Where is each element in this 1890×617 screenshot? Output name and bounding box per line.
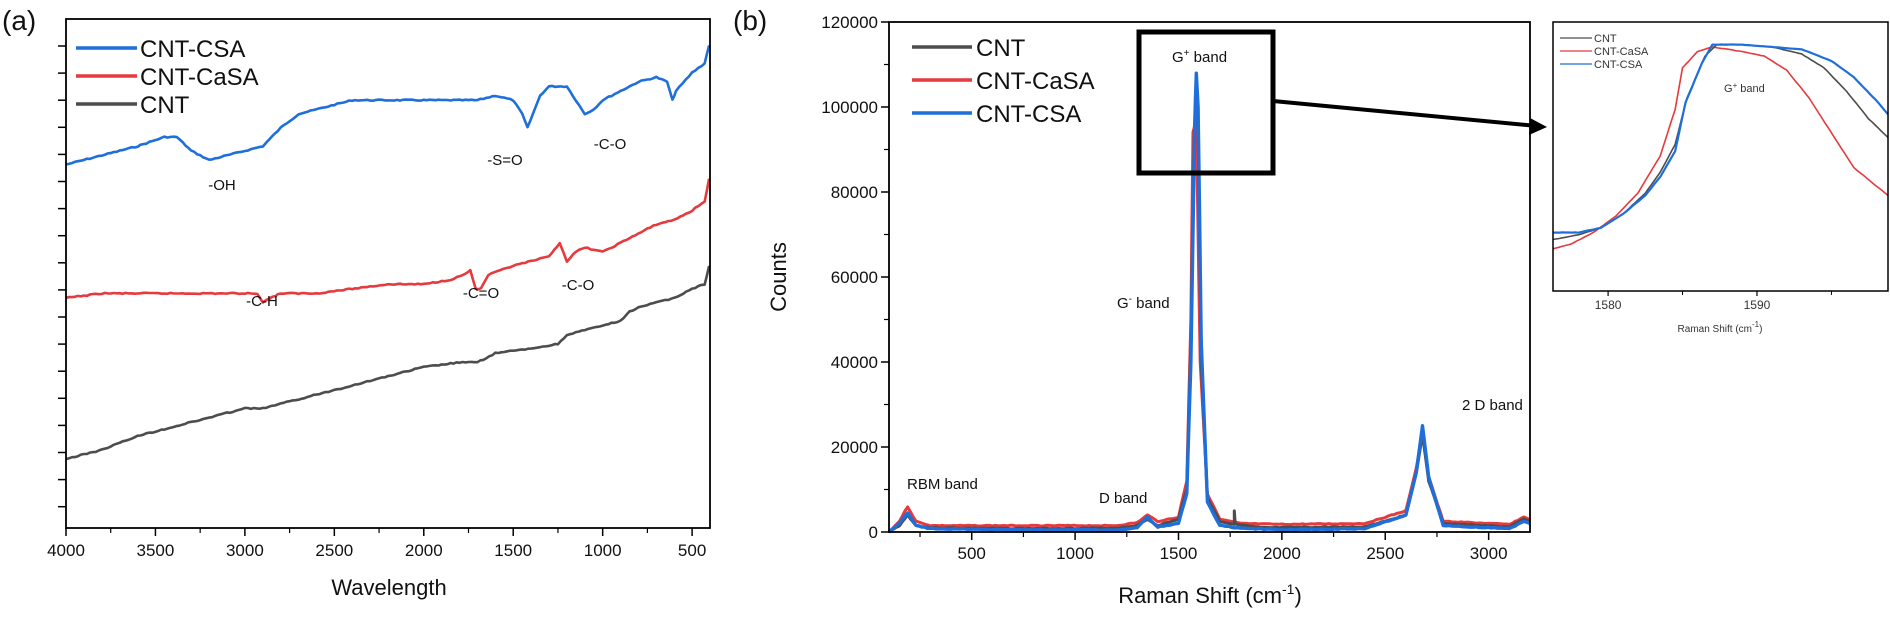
x-tick-label-a: 1500 <box>494 541 532 560</box>
x-axis-title-inset-main: Raman Shift (cm <box>1678 324 1752 335</box>
series-line-cnt-casa <box>887 122 1531 534</box>
inset-annotation-g-plus-band: G+ band <box>1724 81 1765 95</box>
series-line-cnt <box>65 265 711 461</box>
x-axis-title-b-sup: -1 <box>1282 581 1295 597</box>
annotation-main: G <box>1724 83 1733 95</box>
y-tick-label-b: 100000 <box>821 98 878 117</box>
inset-x-tick-label: 1590 <box>1744 298 1771 312</box>
inset-legend-label-cnt: CNT <box>1594 33 1617 45</box>
inset-legend-label-cnt-casa: CNT-CaSA <box>1594 46 1649 58</box>
zoom-arrow-head-icon <box>1529 118 1547 135</box>
x-axis-title-inset-sup: -1 <box>1752 320 1760 329</box>
x-axis-title-b: Raman Shift (cm-1) <box>1118 581 1302 608</box>
plot-frame-a <box>65 18 711 529</box>
y-axis-title-b: Counts <box>766 242 791 312</box>
x-tick-label-a: 500 <box>678 541 706 560</box>
annotation-main: G <box>1117 295 1129 312</box>
y-tick-label-b: 0 <box>869 523 878 542</box>
legend-label-cnt: CNT <box>976 35 1026 62</box>
series-line-cnt-csa <box>887 71 1531 534</box>
legend-label-cnt: CNT <box>140 92 190 119</box>
x-tick-label-b: 2500 <box>1366 544 1404 563</box>
legend-label-cnt-csa: CNT-CSA <box>976 101 1081 128</box>
annotation-s-o: -S=O <box>487 152 522 169</box>
y-tick-label-b: 40000 <box>831 353 878 372</box>
y-tick-label-b: 20000 <box>831 438 878 457</box>
annotation-c-h: -C-H <box>246 293 278 310</box>
x-tick-label-b: 500 <box>958 544 986 563</box>
y-tick-label-b: 120000 <box>821 13 878 32</box>
inset-series-line-cnt-casa <box>1552 46 1889 250</box>
x-tick-label-b: 3000 <box>1470 544 1508 563</box>
x-tick-label-b: 1500 <box>1160 544 1198 563</box>
annotation-end: band <box>1737 83 1765 95</box>
series-line-cnt-casa <box>65 178 711 304</box>
x-axis-title-b-end: ) <box>1294 583 1301 608</box>
annotation-main: G <box>1172 49 1184 66</box>
ftir-chart: 4000 3500 3000 2500 2000 1500 1000 500 -OH -S=O -… <box>47 18 711 600</box>
annotation-rbm-band: RBM band <box>907 476 978 493</box>
inset-frame <box>1552 21 1889 292</box>
inset-x-tick-label: 1580 <box>1595 298 1622 312</box>
annotation-g-band: G- band <box>1117 294 1170 312</box>
inset-legend-label-cnt-csa: CNT-CSA <box>1594 59 1643 71</box>
series-line-cnt-csa <box>65 45 711 166</box>
y-tick-label-b: 60000 <box>831 268 878 287</box>
legend-label-cnt-casa: CNT-CaSA <box>976 68 1095 95</box>
annotation-d-band: D band <box>1099 490 1147 507</box>
annotation-c-o: -C-O <box>594 136 627 153</box>
annotation-oh: -OH <box>208 177 236 194</box>
annotation-sup: + <box>1733 81 1738 90</box>
panel-label-a: (a) <box>2 5 36 36</box>
x-tick-label-a: 2000 <box>405 541 443 560</box>
annotation-g-band: G+ band <box>1172 48 1227 66</box>
series-line-cnt <box>888 84 1531 534</box>
x-axis-title-inset: Raman Shift (cm-1) <box>1678 320 1763 335</box>
x-tick-label-b: 2000 <box>1263 544 1301 563</box>
x-tick-label-a: 3000 <box>226 541 264 560</box>
x-tick-label-a: 1000 <box>584 541 622 560</box>
x-axis-title-a: Wavelength <box>331 575 446 600</box>
x-tick-label-a: 2500 <box>315 541 353 560</box>
annotation-sup: + <box>1184 48 1190 59</box>
x-tick-label-b: 1000 <box>1056 544 1094 563</box>
annotation-end: band <box>1190 49 1228 66</box>
zoom-arrow-line <box>1272 99 1538 128</box>
panel-label-b: (b) <box>733 5 767 36</box>
annotation-c-o: -C=O <box>463 285 499 302</box>
annotation-sup: - <box>1129 294 1132 305</box>
x-tick-label-a: 3500 <box>137 541 175 560</box>
annotation-c-o: -C-O <box>562 277 595 294</box>
x-tick-label-a: 4000 <box>47 541 85 560</box>
plot-frame-b <box>888 21 1531 533</box>
legend-label-cnt-casa: CNT-CaSA <box>140 64 259 91</box>
x-axis-title-b-main: Raman Shift (cm <box>1118 583 1282 608</box>
raman-chart: 0 20000 40000 60000 80000 100000 120000 500 1000… <box>766 13 1547 608</box>
x-axis-title-inset-end: ) <box>1759 324 1762 335</box>
annotation-end: band <box>1132 295 1170 312</box>
legend-label-cnt-csa: CNT-CSA <box>140 36 245 63</box>
inset-series-line-cnt-csa <box>1553 43 1889 234</box>
annotation-2-d-band: 2 D band <box>1462 397 1523 414</box>
y-tick-label-b: 80000 <box>831 183 878 202</box>
